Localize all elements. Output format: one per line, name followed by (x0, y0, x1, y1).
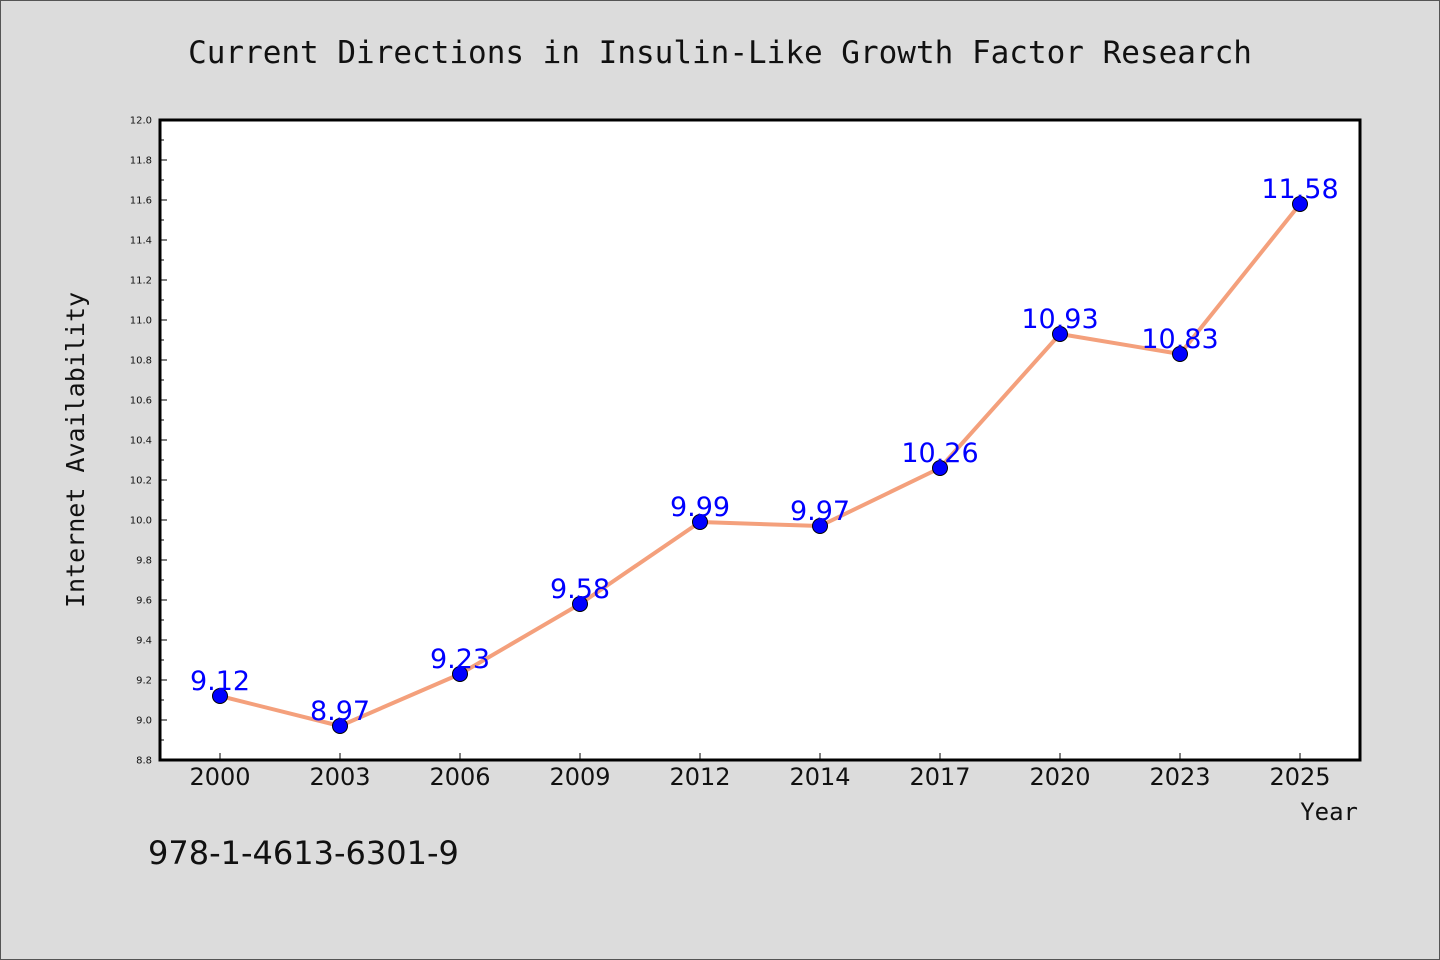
data-point-marker (1172, 346, 1188, 362)
y-tick-label: 9.2 (136, 676, 152, 687)
x-tick-label: 2009 (549, 763, 610, 791)
data-label: 9.23 (430, 644, 490, 675)
x-tick-label: 2014 (789, 763, 850, 791)
data-point-marker (572, 596, 588, 612)
y-tick-label: 11.4 (130, 236, 152, 247)
y-tick-label: 10.0 (130, 516, 152, 527)
data-label-layer: 9.12 8.97 9.23 9.58 9.99 9.97 10.26 10.93 10.83 1… (190, 174, 1339, 727)
data-point-marker (332, 718, 348, 734)
x-tick-label: 2020 (1029, 763, 1090, 791)
data-label: 10.26 (901, 438, 978, 469)
data-point-marker (1292, 196, 1308, 212)
data-label: 9.99 (670, 492, 730, 523)
y-tick-label: 11.2 (130, 276, 152, 287)
data-point-marker (1052, 326, 1068, 342)
plot-area (160, 120, 1360, 760)
x-axis-label: Year (1300, 798, 1358, 826)
isbn-text: 978-1-4613-6301-9 (148, 834, 459, 872)
x-axis: 2000 2003 2006 2009 2012 2014 2017 2020 2023 2025 (189, 753, 1331, 791)
data-point-marker (212, 688, 228, 704)
y-tick-label: 11.0 (130, 316, 152, 327)
series-line (219, 202, 1302, 728)
x-tick-label: 2012 (669, 763, 730, 791)
chart-title: Current Directions in Insulin-Like Growt… (188, 35, 1252, 71)
y-tick-label: 9.0 (136, 716, 152, 727)
data-label: 8.97 (310, 696, 370, 727)
y-tick-label: 11.6 (130, 196, 152, 207)
data-point-marker (932, 460, 948, 476)
y-tick-label: 11.8 (130, 156, 152, 167)
y-tick-label: 10.4 (130, 436, 152, 447)
x-tick-label: 2006 (429, 763, 490, 791)
y-tick-label: 8.8 (136, 756, 152, 767)
y-tick-label: 9.6 (136, 596, 152, 607)
x-tick-label: 2025 (1269, 763, 1330, 791)
data-label: 11.58 (1261, 174, 1338, 205)
plot-border (158, 118, 1362, 762)
data-label: 10.83 (1141, 324, 1218, 355)
data-label: 9.58 (550, 574, 610, 605)
series-line-layer (219, 202, 1302, 728)
y-tick-label: 12.0 (130, 116, 152, 127)
data-point-marker (452, 666, 468, 682)
data-point-marker (812, 518, 828, 534)
x-tick-label: 2023 (1149, 763, 1210, 791)
x-tick-label: 2003 (309, 763, 370, 791)
y-tick-label: 10.2 (130, 476, 152, 487)
y-axis-label: Internet Availability (61, 292, 90, 608)
data-label: 9.12 (190, 666, 250, 697)
y-tick-label: 9.4 (136, 636, 152, 647)
y-tick-label: 9.8 (136, 556, 152, 567)
data-label: 9.97 (790, 496, 850, 527)
x-tick-label: 2000 (189, 763, 250, 791)
y-tick-label: 10.8 (130, 356, 152, 367)
data-point-marker (692, 514, 708, 530)
x-tick-label: 2017 (909, 763, 970, 791)
data-label: 10.93 (1021, 304, 1098, 335)
y-axis: 8.8 9.0 9.2 9.4 9.6 9.8 10.0 10.2 10.4 10.6 10.8 11… (130, 116, 167, 767)
marker-layer (212, 196, 1308, 734)
y-tick-label: 10.6 (130, 396, 152, 407)
